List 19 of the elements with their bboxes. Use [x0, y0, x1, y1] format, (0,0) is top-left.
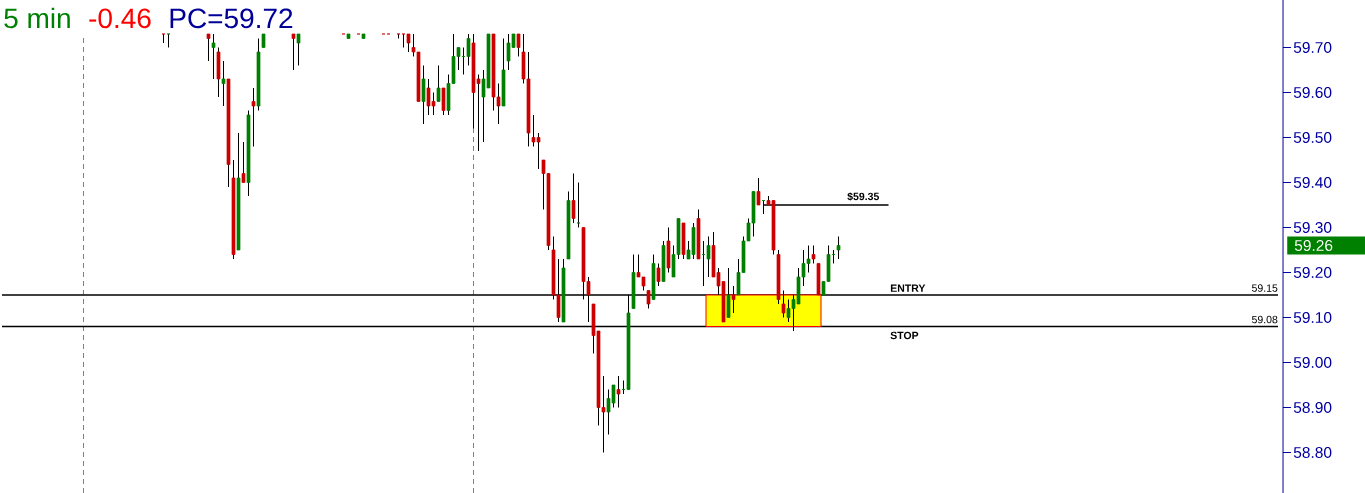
- y-tick-label: 59.20: [1293, 267, 1332, 278]
- series-label: $59.35: [847, 192, 880, 201]
- y-tick-label: 59.00: [1293, 357, 1332, 368]
- y-tick-label: 59.60: [1293, 87, 1332, 98]
- y-tick-label: 59.40: [1293, 177, 1332, 188]
- ref-line-label: ENTRY: [890, 284, 926, 292]
- text: PC=59.72: [170, 8, 293, 29]
- annotation: 59.15: [1251, 284, 1278, 292]
- ref-line-label: STOP: [890, 331, 919, 340]
- annotation: 59.08: [1251, 315, 1278, 324]
- chart-title: 5 min: [4, 7, 70, 29]
- y-tick-label: 58.90: [1293, 402, 1332, 413]
- y-tick-label: 59.50: [1293, 132, 1332, 143]
- y-tick-label: 58.80: [1293, 447, 1332, 458]
- text: -0.46: [89, 8, 151, 29]
- y-tick-label: 59.30: [1293, 222, 1332, 233]
- y-tick-label: 59.10: [1293, 312, 1332, 323]
- y-tick-label: 59.70: [1293, 42, 1332, 53]
- text: 59.26: [1294, 240, 1333, 251]
